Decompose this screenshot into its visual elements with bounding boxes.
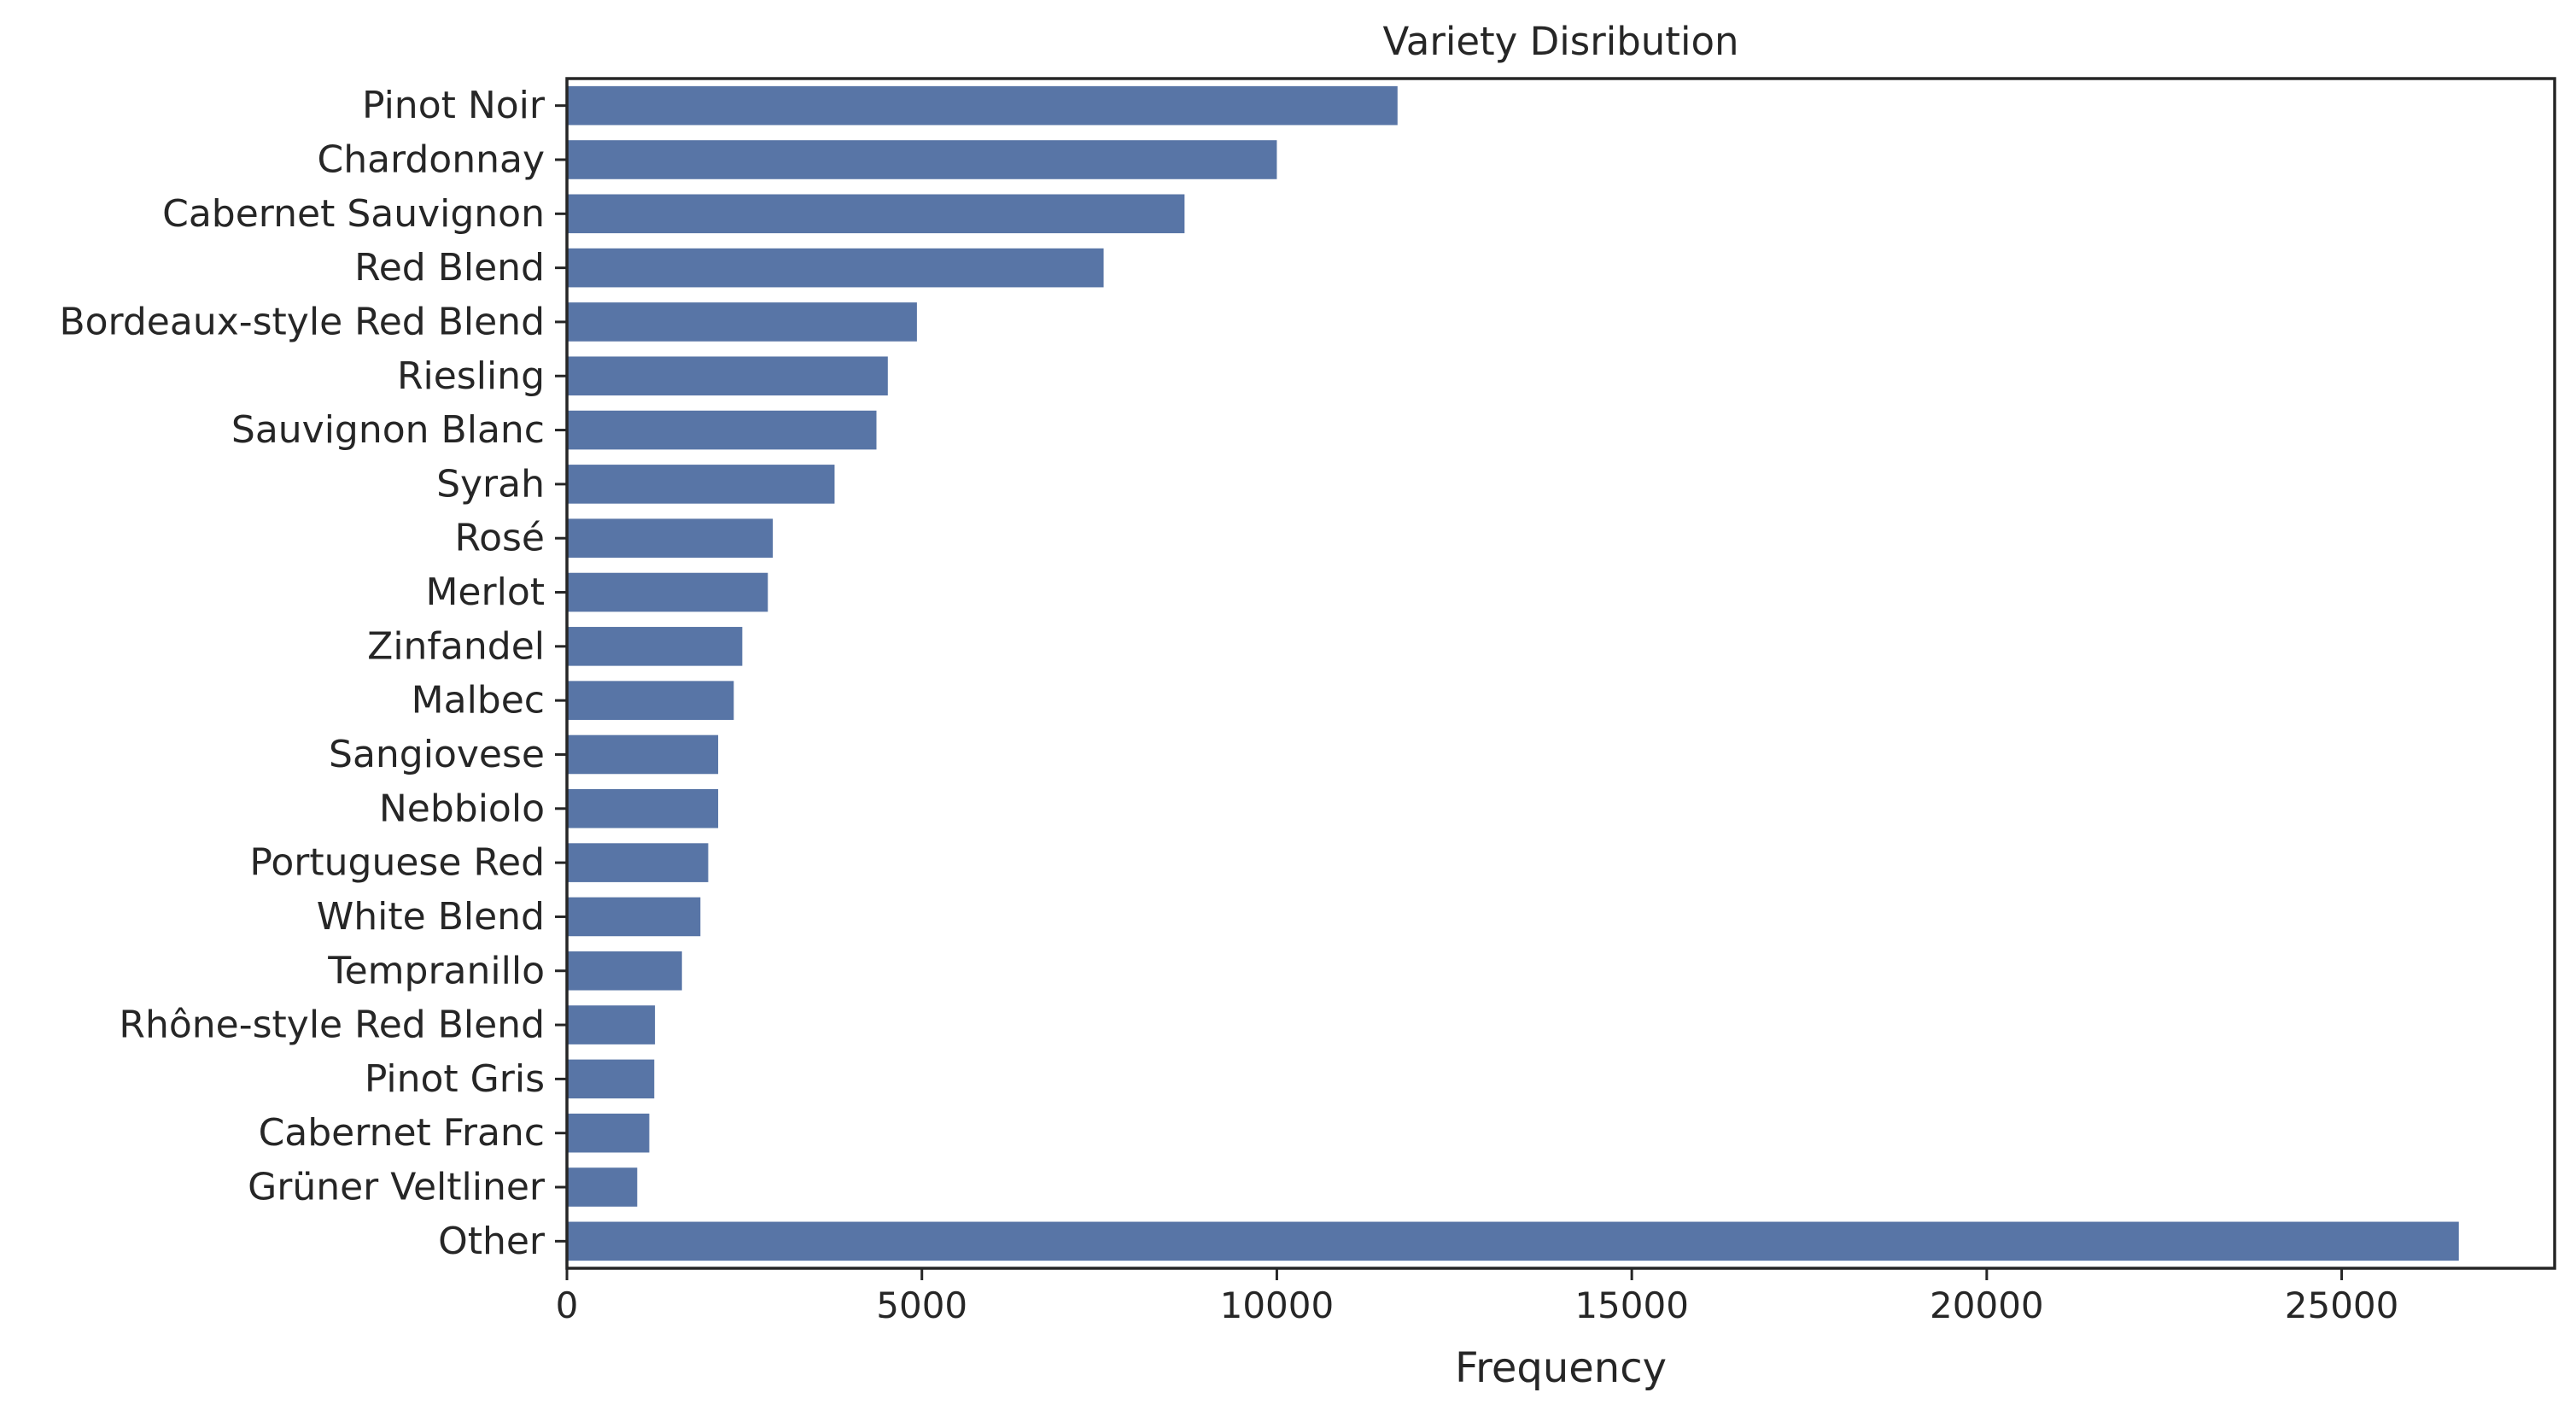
y-tick-label: Cabernet Franc (259, 1111, 545, 1155)
bar (567, 572, 768, 612)
bar (567, 356, 888, 396)
y-tick-label: Malbec (412, 679, 545, 723)
bar (567, 518, 774, 558)
bar (567, 140, 1277, 179)
y-tick-label: Syrah (436, 462, 545, 506)
bar (567, 465, 835, 504)
x-tick-label: 10000 (1220, 1284, 1335, 1326)
bar (567, 248, 1104, 288)
y-tick-label: Portuguese Red (249, 841, 545, 885)
y-tick-label: Sauvignon Blanc (231, 408, 545, 452)
bar (567, 1005, 656, 1044)
bar (567, 843, 709, 882)
y-tick-label: Bordeaux-style Red Blend (59, 300, 545, 343)
bar (567, 410, 877, 450)
bar (567, 789, 719, 828)
y-tick-label: Nebbiolo (379, 787, 545, 830)
x-tick-label: 20000 (1930, 1284, 2044, 1326)
y-tick-label: Grüner Veltliner (248, 1166, 546, 1209)
y-tick-label: Red Blend (354, 246, 545, 290)
bar (567, 194, 1185, 234)
y-tick-label: Chardonnay (317, 138, 545, 181)
bar (567, 627, 743, 666)
bar (567, 1167, 638, 1207)
bar (567, 1113, 650, 1153)
y-tick-label: Pinot Gris (365, 1057, 545, 1101)
bar (567, 1059, 655, 1099)
y-tick-label: Other (438, 1220, 546, 1263)
plot-frame (565, 77, 2556, 1270)
x-tick-label: 5000 (876, 1284, 967, 1326)
bars-group (567, 85, 2459, 1261)
x-tick-label: 15000 (1574, 1284, 1689, 1326)
y-tick-label: Sangiovese (329, 733, 545, 776)
chart-title: Variety Disribution (1382, 19, 1738, 64)
y-tick-label: Zinfandel (367, 624, 545, 668)
x-tick-label: 0 (556, 1284, 579, 1326)
bar (567, 897, 701, 937)
y-tick-label: Rosé (454, 517, 545, 560)
y-tick-label: Riesling (397, 354, 545, 398)
y-tick-label: Pinot Noir (362, 84, 546, 127)
bar (567, 1221, 2459, 1261)
x-axis-ticks: 0 5000 10000 15000 20000 25000 (556, 1268, 2399, 1326)
bar (567, 734, 719, 775)
bar (567, 302, 917, 342)
y-tick-label: Cabernet Sauvignon (162, 192, 545, 236)
bar (567, 681, 734, 720)
y-tick-label: Rhône-style Red Blend (119, 1003, 545, 1047)
y-tick-label: Tempranillo (327, 949, 545, 992)
bar (567, 85, 1398, 126)
y-tick-label: White Blend (317, 895, 545, 939)
x-tick-label: 25000 (2285, 1284, 2399, 1326)
x-axis-label: Frequency (1455, 1344, 1667, 1392)
bar (567, 951, 682, 991)
y-axis-ticks: Pinot Noir Chardonnay Cabernet Sauvignon Re… (59, 84, 567, 1263)
y-tick-label: Merlot (425, 570, 545, 614)
